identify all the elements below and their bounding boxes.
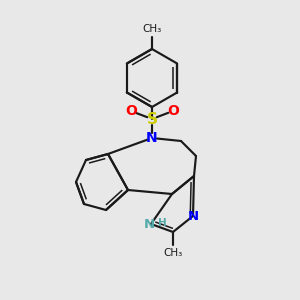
Text: N: N bbox=[143, 218, 155, 230]
Text: CH₃: CH₃ bbox=[164, 248, 183, 258]
Text: O: O bbox=[167, 104, 179, 118]
Text: S: S bbox=[146, 112, 158, 127]
Text: CH₃: CH₃ bbox=[142, 24, 162, 34]
Text: O: O bbox=[125, 104, 137, 118]
Text: H: H bbox=[158, 218, 167, 228]
Text: N: N bbox=[146, 131, 158, 145]
Text: N: N bbox=[188, 209, 199, 223]
